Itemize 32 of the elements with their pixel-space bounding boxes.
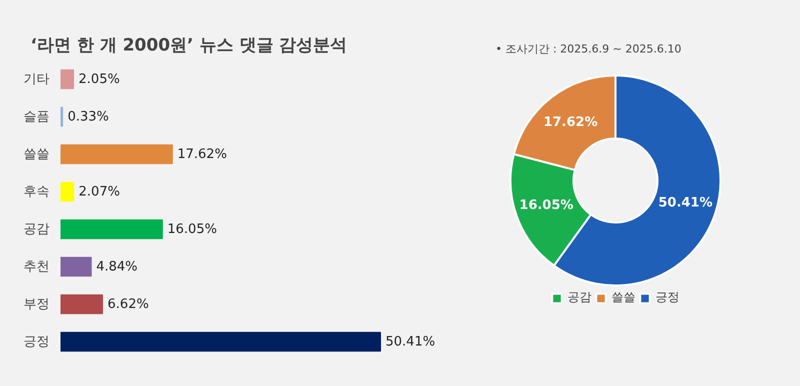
legend-label: 쓸쓸 (612, 289, 636, 306)
legend-label: 공감 (568, 289, 592, 306)
y-tick-label: 슬픔 (24, 109, 50, 124)
data-label: 17.62% (543, 114, 598, 130)
y-tick-label: 긍정 (24, 334, 50, 350)
data-label: 50.41% (386, 334, 436, 350)
data-label: 2.05% (78, 72, 120, 87)
chart-subtitle: • 조사기간 : 2025.6.9 ~ 2025.6.10 (496, 42, 682, 56)
data-label: 2.07% (78, 184, 120, 200)
legend-label: 긍정 (656, 289, 680, 306)
data-label: 17.62% (177, 146, 227, 162)
bar (60, 294, 104, 314)
data-label: 16.05% (519, 198, 574, 213)
y-tick-label: 공감 (24, 222, 50, 237)
y-tick-label: 추천 (24, 259, 50, 274)
bar (60, 106, 64, 127)
bar (60, 182, 74, 202)
y-tick-label: 쓸쓸 (24, 146, 50, 162)
y-tick-label: 부정 (24, 296, 50, 312)
data-label: 50.41% (658, 196, 713, 211)
bar (60, 332, 381, 352)
y-tick-label: 후속 (24, 184, 50, 200)
data-label: 4.84% (96, 259, 138, 274)
data-label: 6.62% (108, 296, 149, 312)
bar (60, 69, 74, 90)
data-label: 16.05% (167, 222, 217, 237)
bar (60, 219, 163, 240)
data-label: 0.33% (68, 109, 109, 124)
y-tick-label: 기타 (24, 72, 50, 87)
bar (60, 256, 92, 277)
bar (60, 144, 173, 164)
chart-title: ‘라면 한 개 2000원’ 뉴스 댓글 감성분석 (30, 36, 348, 56)
